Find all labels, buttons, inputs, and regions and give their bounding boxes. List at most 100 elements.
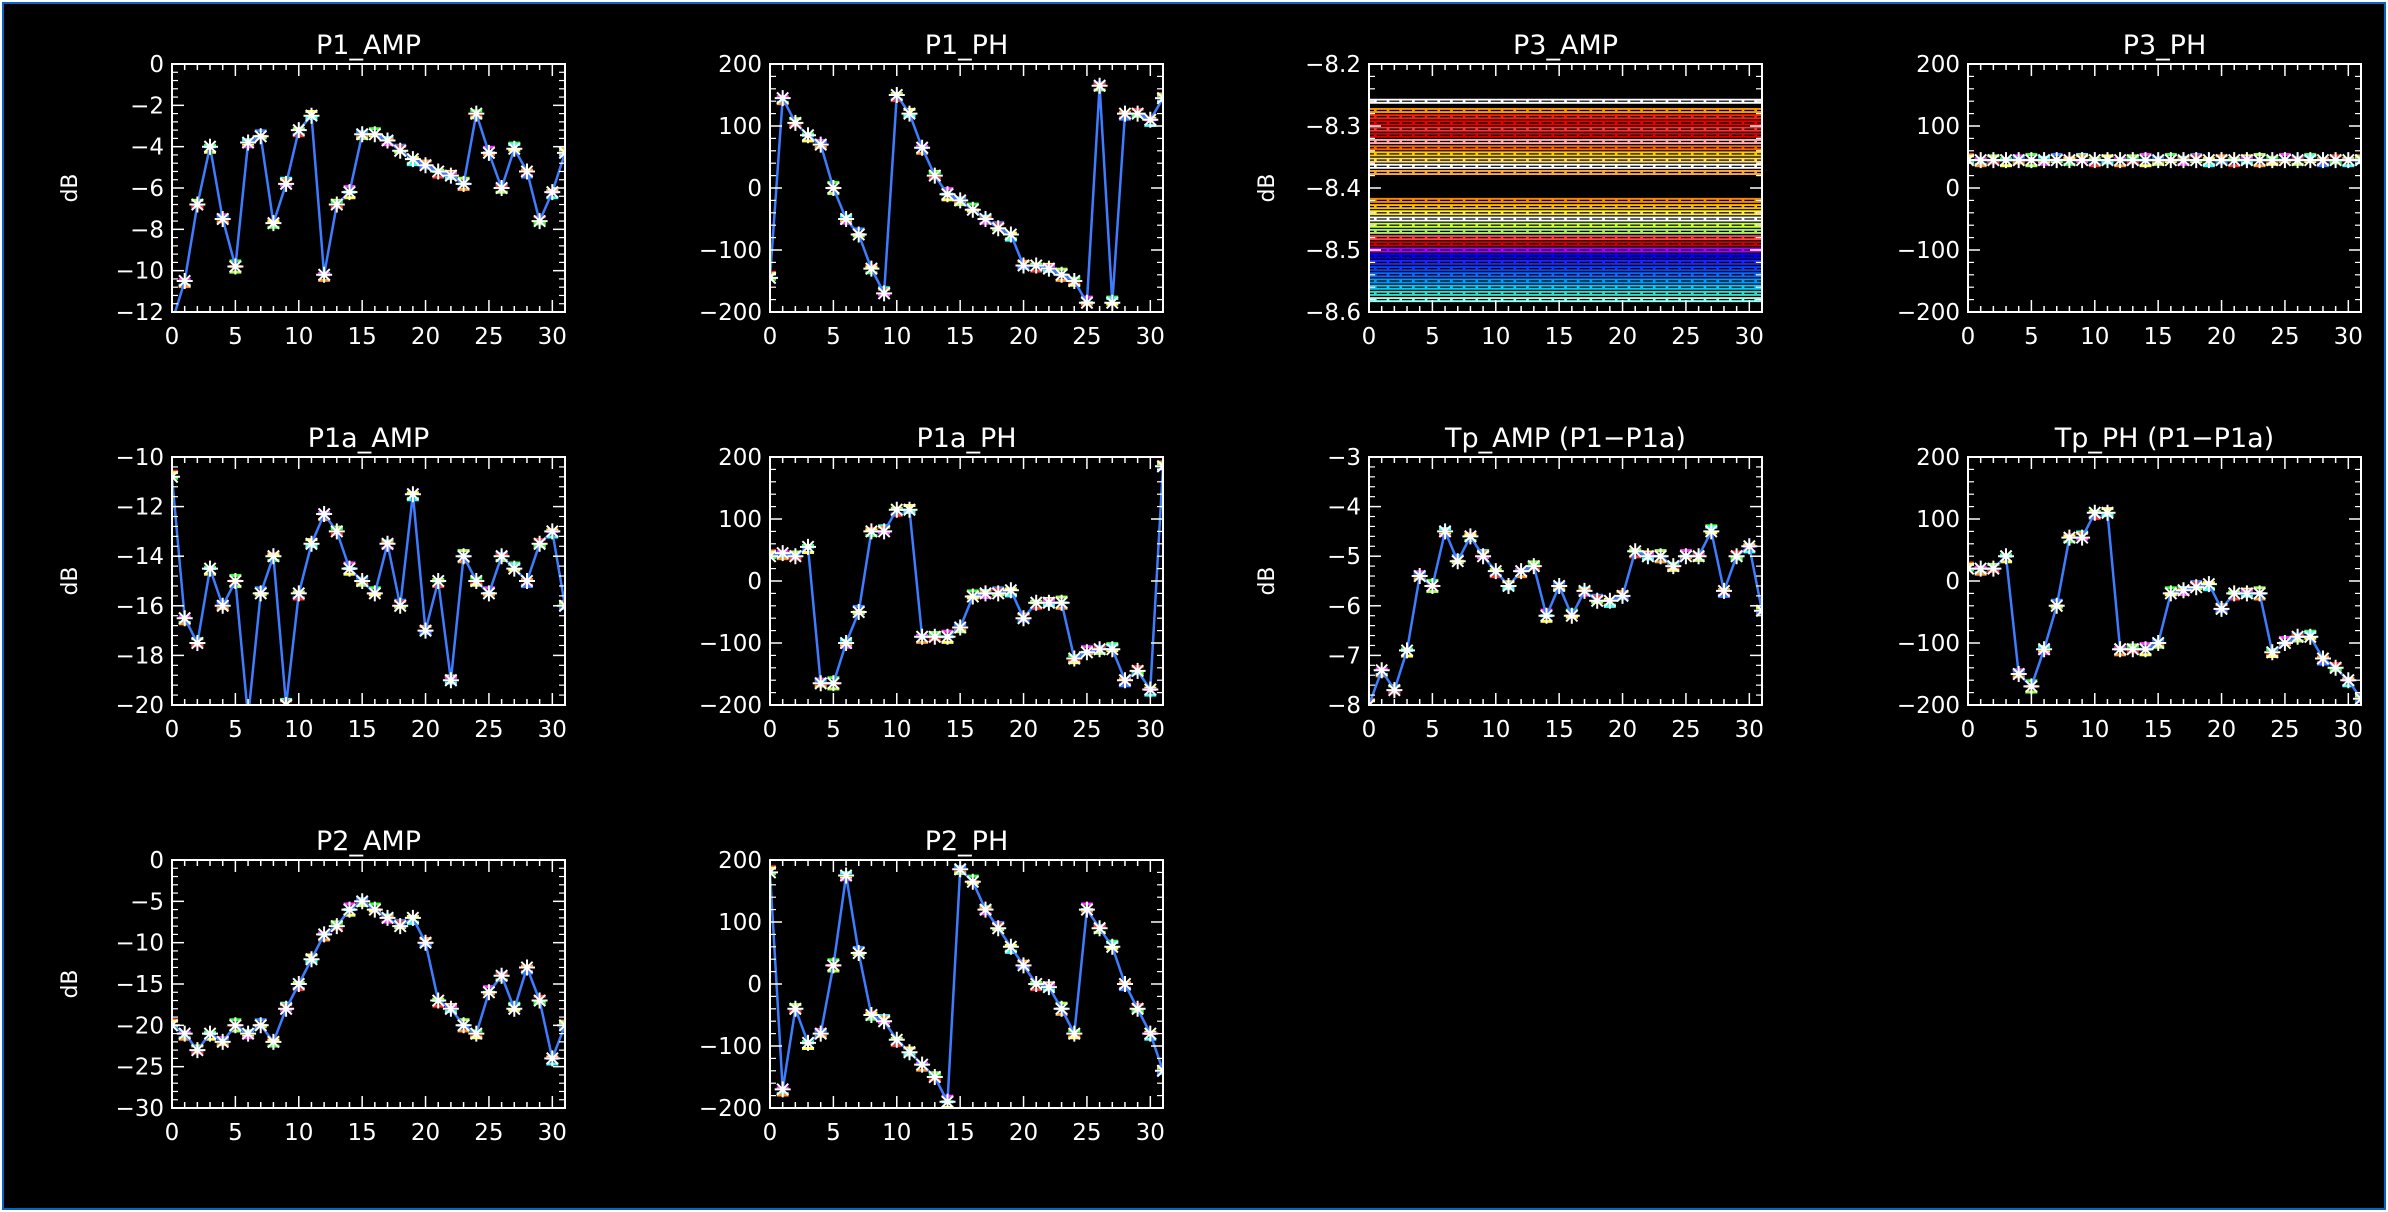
data-point	[2099, 152, 2116, 169]
data-point	[990, 585, 1007, 602]
data-point	[1386, 682, 1403, 699]
y-tick-label: 200	[718, 445, 762, 471]
plot-area	[172, 468, 565, 705]
data-point	[1500, 578, 1517, 594]
x-tick-label: 10	[882, 1120, 911, 1146]
data-point	[1998, 152, 2014, 169]
data-point	[2137, 152, 2154, 169]
x-tick-label: 0	[763, 324, 778, 350]
data-point	[214, 1033, 231, 1050]
data-point	[1985, 560, 2002, 577]
data-point	[2074, 529, 2091, 546]
data-point	[506, 560, 523, 577]
y-tick-label: 0	[747, 972, 762, 998]
data-point	[2099, 504, 2116, 521]
chart-panel-3: P3_AMP dB 0 5 10 15 20 25 30 −8.2 −8.3 −8.4 −8.5 −8.6	[1255, 30, 1764, 350]
x-tick-label: 10	[882, 717, 911, 743]
data-point	[189, 635, 206, 651]
data-point	[825, 180, 842, 196]
data-point	[787, 114, 804, 131]
x-tick-label: 15	[348, 324, 377, 350]
y-tick-label: −20	[115, 1013, 164, 1039]
data-point	[2074, 152, 2091, 169]
data-point	[2023, 678, 2040, 695]
x-tick-label: 0	[165, 324, 180, 350]
data-point	[214, 597, 231, 614]
data-point	[1475, 548, 1492, 565]
data-point	[278, 175, 295, 192]
data-point	[876, 523, 893, 540]
chart-panel-10: P2_PH 0 5 10 15 20 25 30 200 100 0 −100 −200	[699, 826, 1165, 1146]
y-tick-label: 200	[718, 848, 762, 874]
data-point	[2175, 582, 2192, 599]
data-point	[2036, 641, 2053, 658]
y-tick-label: −100	[699, 1034, 762, 1060]
data-point	[1614, 587, 1631, 604]
data-point	[863, 260, 880, 277]
data-point	[189, 1042, 206, 1059]
data-point	[227, 573, 244, 589]
data-point	[1424, 578, 1441, 594]
data-point	[2086, 152, 2103, 169]
y-tick-label: −12	[115, 300, 164, 326]
data-point	[1015, 957, 1032, 974]
data-point	[1652, 548, 1669, 565]
x-tick-label: 25	[1671, 717, 1700, 743]
data-point	[354, 126, 371, 143]
data-point	[417, 622, 434, 639]
data-point	[519, 163, 535, 180]
data-point	[303, 535, 320, 552]
data-point	[964, 588, 981, 605]
chart-title: P1_PH	[925, 30, 1009, 61]
x-tick-label: 5	[228, 1120, 243, 1146]
data-point	[926, 1069, 943, 1085]
data-point	[404, 909, 421, 926]
x-tick-label: 20	[2207, 324, 2236, 350]
data-point	[774, 1081, 791, 1098]
data-point	[202, 138, 218, 155]
data-point	[901, 105, 918, 122]
data-point	[379, 909, 396, 926]
x-tick-label: 15	[946, 324, 975, 350]
y-tick-label: −7	[1327, 643, 1361, 669]
data-point	[265, 215, 282, 232]
y-axis-label: dB	[58, 566, 83, 595]
x-tick-label: 30	[1136, 324, 1165, 350]
y-tick-label: 0	[1945, 176, 1960, 202]
data-point	[1627, 543, 1644, 560]
y-tick-label: 100	[718, 910, 762, 936]
data-point	[1066, 650, 1083, 667]
y-tick-label: −100	[699, 238, 762, 264]
x-tick-label: 10	[1481, 717, 1510, 743]
data-point	[1551, 578, 1568, 594]
data-point	[1601, 592, 1618, 609]
data-point	[1040, 594, 1057, 611]
data-point	[544, 1050, 561, 1067]
data-point	[787, 548, 804, 565]
data-point	[417, 934, 434, 951]
data-point	[1028, 976, 1045, 992]
data-point	[2238, 585, 2255, 602]
data-point	[1015, 257, 1032, 274]
plot-area	[770, 77, 1163, 311]
y-tick-label: −12	[115, 495, 164, 521]
data-point	[455, 175, 472, 192]
y-tick-label: −18	[115, 643, 164, 669]
data-point	[430, 573, 447, 589]
data-point	[328, 918, 345, 935]
data-point	[888, 501, 905, 518]
chart-title: P2_AMP	[316, 826, 421, 857]
y-tick-label: −100	[699, 631, 762, 657]
data-point	[442, 672, 459, 689]
y-tick-label: 100	[718, 507, 762, 533]
x-tick-label: 25	[1671, 324, 1700, 350]
data-point	[2124, 641, 2141, 658]
y-tick-label: −100	[1897, 238, 1960, 264]
y-tick-label: −25	[115, 1055, 164, 1081]
x-tick-label: 15	[946, 1120, 975, 1146]
y-tick-label: 100	[718, 114, 762, 140]
data-point	[2340, 672, 2357, 689]
data-point	[1411, 568, 1428, 584]
data-point	[2200, 152, 2217, 169]
